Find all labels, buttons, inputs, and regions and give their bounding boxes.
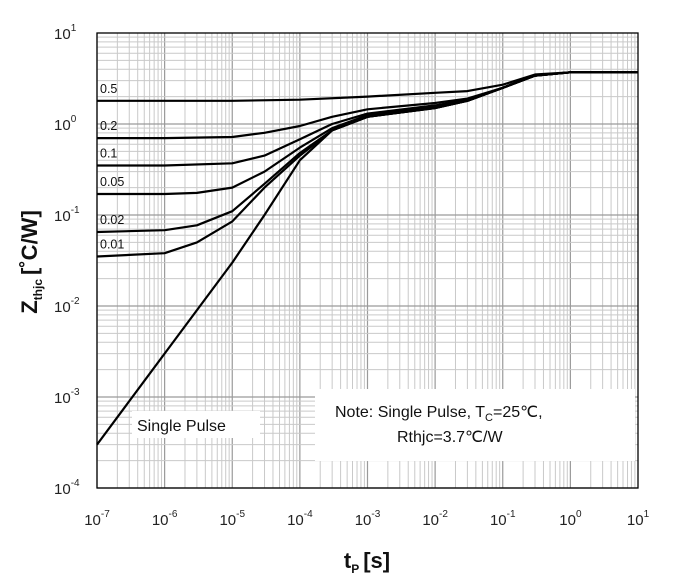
note-line-1: Note: Single Pulse, TC=25℃,	[335, 404, 543, 424]
y-tick-label: 10-4	[54, 478, 80, 498]
x-axis-label: tP [s]	[344, 548, 390, 576]
x-tick-label: 10-5	[219, 509, 245, 529]
series-label: 0.1	[100, 146, 117, 160]
x-tick-label: 10-7	[84, 509, 110, 529]
x-axis-symbol: t	[344, 548, 352, 573]
y-axis-unit: [˚C/W]	[17, 210, 42, 275]
y-tick-label: 10-3	[54, 387, 80, 407]
note-prefix: Note: Single Pulse, T	[335, 404, 485, 421]
series-label: 0.05	[100, 175, 124, 189]
series-label: 0.01	[100, 237, 124, 251]
series-label: 0.02	[100, 213, 124, 227]
x-tick-label: 10-4	[287, 509, 313, 529]
note-suffix: =25℃,	[493, 404, 543, 421]
x-tick-label: 100	[559, 509, 582, 529]
x-tick-label: 10-2	[422, 509, 448, 529]
series-line	[96, 71, 638, 446]
note-subscript: C	[485, 412, 493, 424]
x-tick-label: 10-1	[490, 509, 516, 529]
x-tick-labels: 10-7 10-6 10-5 10-4 10-3 10-2 10-1 100 101	[84, 509, 649, 529]
y-tick-labels: 10-4 10-3 10-2 10-1 100 101	[54, 23, 80, 498]
y-tick-label: 101	[54, 23, 77, 43]
x-tick-label: 10-6	[152, 509, 178, 529]
single-pulse-label: Single Pulse	[137, 418, 226, 435]
y-axis-subscript: thjc	[31, 279, 45, 301]
plot-frame	[96, 32, 639, 489]
series-labels: 0.5 0.2 0.1 0.05 0.02 0.01	[100, 82, 124, 252]
y-axis-symbol: Z	[17, 300, 42, 313]
note-line-2: Rthjc=3.7℃/W	[397, 429, 503, 446]
series-label: 0.2	[100, 119, 117, 133]
note-box	[315, 389, 635, 461]
y-tick-label: 10-2	[54, 296, 80, 316]
series-label: 0.5	[100, 82, 117, 96]
x-axis-unit: [s]	[363, 548, 390, 573]
single-pulse-label-bg	[132, 411, 260, 438]
y-tick-label: 10-1	[54, 205, 80, 225]
x-tick-label: 101	[627, 509, 650, 529]
y-axis-label: Zthjc [˚C/W]	[17, 210, 45, 314]
x-axis-subscript: P	[351, 562, 359, 576]
impedance-curves	[96, 71, 638, 446]
y-tick-label: 100	[54, 114, 77, 134]
x-tick-label: 10-3	[355, 509, 381, 529]
